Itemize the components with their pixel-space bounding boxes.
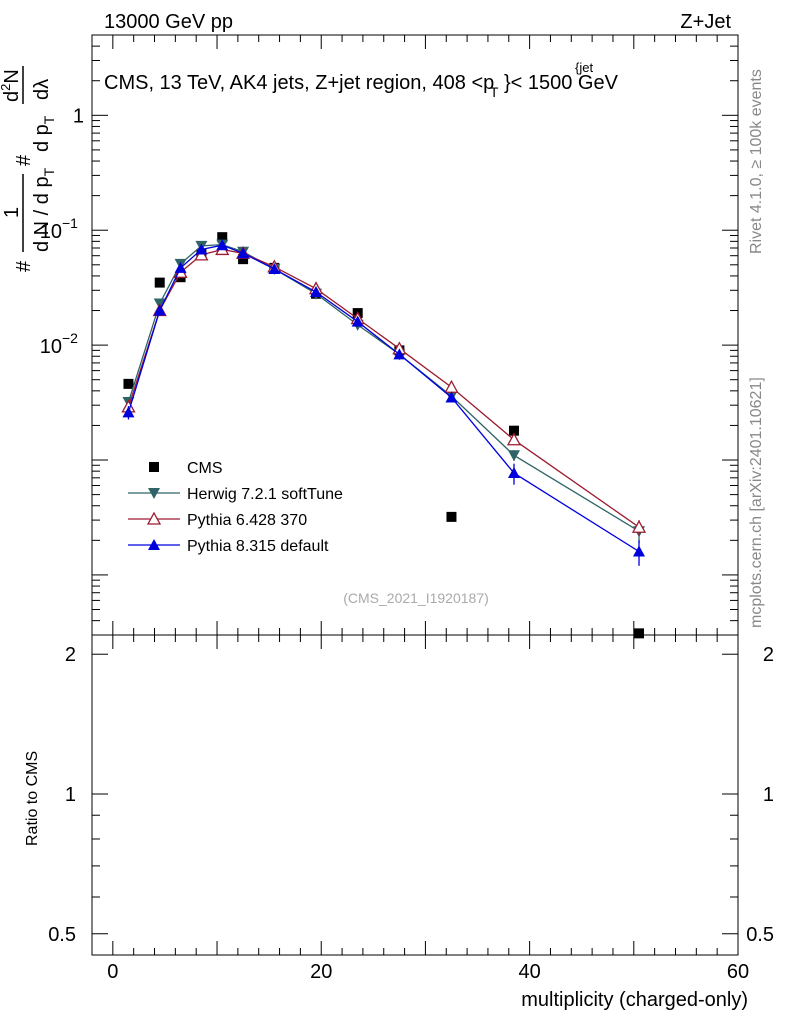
header-right: Z+Jet <box>680 11 731 33</box>
data-point <box>506 432 522 446</box>
rivet-label: Rivet 4.1.0, ≥ 100k events <box>748 69 765 254</box>
y-label-dlambda: dλ <box>31 79 53 100</box>
data-point <box>507 450 520 462</box>
chart-title-sup: {jet <box>575 60 593 75</box>
y-label-dn-dpt: d N / d pT <box>31 167 57 252</box>
series-cms <box>123 232 645 639</box>
ratio-axis-ticks: 2 2 1 1 0.5 0.5 <box>48 644 774 946</box>
data-point <box>507 467 520 479</box>
x-tick-label: 40 <box>518 961 540 983</box>
mcplots-label: mcplots.cern.ch [arXiv:2401.10621] <box>748 377 765 628</box>
data-point <box>154 277 165 288</box>
y-label-one: 1 <box>1 207 23 218</box>
x-tick-label: 20 <box>310 961 332 983</box>
data-point <box>393 348 406 360</box>
data-point <box>122 406 135 418</box>
analysis-watermark: (CMS_2021_I1920187) <box>343 590 489 606</box>
data-point <box>174 261 187 273</box>
chart-title-sub: T <box>490 84 499 100</box>
data-point <box>237 247 250 259</box>
ratio-tick-label-right: 0.5 <box>746 924 774 946</box>
data-point <box>123 378 134 389</box>
y-axis-label: # 1 d N / d pT # d pT d2N dλ <box>0 66 57 272</box>
series-line <box>127 244 640 553</box>
data-point <box>351 315 364 327</box>
data-point <box>444 379 459 393</box>
ratio-tick-label-left: 0.5 <box>48 924 76 946</box>
data-point <box>268 262 281 274</box>
legend-item: CMS <box>149 460 223 477</box>
x-axis-ticks: 0 20 40 60 <box>91 35 749 983</box>
y-tick-label: 10 <box>40 221 62 243</box>
legend-marker <box>146 511 162 525</box>
x-tick-label: 60 <box>727 961 749 983</box>
data-point <box>216 239 229 251</box>
ratio-tick-label-left: 2 <box>65 644 76 666</box>
legend-marker <box>149 462 159 472</box>
y-label-dpt-sub: T <box>41 115 57 124</box>
data-point <box>631 519 647 533</box>
y-tick-exponent: −2 <box>62 330 78 346</box>
ratio-tick-label-right: 1 <box>763 784 774 806</box>
y-label-hash2: # <box>13 154 35 166</box>
chart-title-before: CMS, 13 TeV, AK4 jets, Z+jet region, 408… <box>104 72 494 94</box>
legend: CMS Herwig 7.2.1 softTune Pythia 6.428 370… <box>128 460 343 555</box>
y-label-d2n: d2N <box>0 69 23 102</box>
data-point <box>238 254 249 265</box>
y-label-d: d <box>1 91 23 102</box>
x-axis-label: multiplicity (charged-only) <box>521 989 748 1011</box>
legend-label: Pythia 6.428 370 <box>187 512 307 529</box>
legend-label: Herwig 7.2.1 softTune <box>187 486 343 503</box>
y-label-dpt-text: d p <box>31 124 53 152</box>
y-tick-label: 10 <box>40 336 62 358</box>
chart-title: CMS, 13 TeV, AK4 jets, Z+jet region, 408… <box>104 72 619 102</box>
legend-item: Pythia 8.315 default <box>128 538 329 555</box>
data-point <box>633 545 646 557</box>
data-point <box>153 304 166 316</box>
x-tick-label: 0 <box>107 961 118 983</box>
y-label-n: N <box>1 69 23 83</box>
ratio-tick-label-left: 1 <box>65 784 76 806</box>
y-label-2: 2 <box>0 84 13 91</box>
data-point <box>508 425 519 436</box>
y-axis-ticks: 10 −210 −11 <box>40 34 738 636</box>
data-point <box>217 232 228 243</box>
legend-item: Pythia 6.428 370 <box>128 511 307 529</box>
legend-item: Herwig 7.2.1 softTune <box>128 486 343 503</box>
y-label-dn-dpt-text: d N / d p <box>31 176 53 252</box>
y-label-dn-dpt-sub: T <box>41 167 57 176</box>
data-point <box>310 285 323 297</box>
data-point <box>195 243 208 255</box>
chart-title-after: }< 1500 GeV <box>504 72 619 94</box>
ratio-plot-frame <box>91 634 739 956</box>
data-point <box>634 628 645 639</box>
series-pythia-8-315-default <box>122 239 646 566</box>
ratio-tick-label-right: 2 <box>763 644 774 666</box>
y-label-dpt: d pT <box>31 115 57 152</box>
y-tick-exponent: −1 <box>62 215 78 231</box>
legend-label: CMS <box>187 460 223 477</box>
data-point <box>446 511 457 522</box>
legend-marker <box>148 539 160 550</box>
y-label-hash1: # <box>13 260 35 272</box>
legend-marker <box>148 488 160 499</box>
header-left: 13000 GeV pp <box>104 11 233 33</box>
y-tick-label: 1 <box>73 105 84 127</box>
ratio-y-label: Ratio to CMS <box>24 751 41 846</box>
data-point <box>445 391 458 403</box>
series-layer <box>121 232 647 639</box>
legend-label: Pythia 8.315 default <box>187 538 329 555</box>
